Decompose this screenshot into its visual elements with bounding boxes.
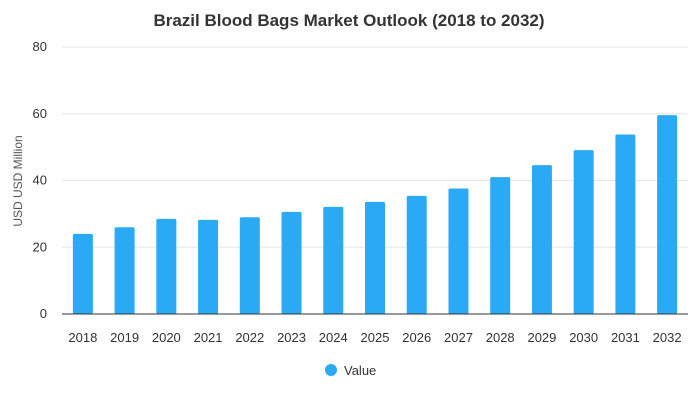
x-tick-label: 2021 [194,330,223,345]
legend[interactable]: Value [325,363,376,378]
x-tick-label: 2028 [486,330,515,345]
bar-2023[interactable] [281,211,302,314]
bar-2027[interactable] [448,188,469,314]
x-tick-label: 2020 [152,330,181,345]
bar-2026[interactable] [406,195,427,314]
x-tick-label: 2032 [653,330,682,345]
x-axis-ticks: 2018 2019 2020 2021 2022 2023 2024 2025 2026 2027… [68,330,681,345]
bar-2029[interactable] [531,165,552,314]
bar-2025[interactable] [365,201,385,314]
x-tick-label: 2023 [277,330,306,345]
chart-title: Brazil Blood Bags Market Outlook (2018 t… [153,11,544,30]
x-tick-label: 2025 [361,330,390,345]
bar-2031[interactable] [615,134,636,314]
x-tick-label: 2031 [611,330,640,345]
x-tick-label: 2024 [319,330,348,345]
bar-2021[interactable] [198,219,219,314]
y-tick-label: 60 [33,106,47,121]
y-tick-label: 20 [33,239,47,254]
y-tick-label: 40 [33,173,47,188]
x-tick-label: 2019 [110,330,139,345]
bar-2018[interactable] [72,233,93,314]
bar-2019[interactable] [114,227,135,314]
x-tick-label: 2029 [527,330,556,345]
bar-2020[interactable] [156,218,177,314]
bar-2024[interactable] [323,206,344,314]
x-tick-label: 2027 [444,330,473,345]
bar-2030[interactable] [573,150,594,314]
bar-2028[interactable] [490,177,511,314]
x-tick-label: 2030 [569,330,598,345]
x-tick-label: 2018 [68,330,97,345]
bar-2032[interactable] [657,115,678,315]
y-tick-label: 0 [40,306,47,321]
legend-label: Value [344,363,376,378]
y-axis-ticks: 0 20 40 60 80 [33,39,47,321]
y-axis-label: USD USD Million [11,135,25,226]
x-tick-label: 2026 [402,330,431,345]
bars [72,115,678,315]
x-tick-label: 2022 [235,330,264,345]
y-tick-label: 80 [33,39,47,54]
legend-marker [325,364,337,376]
bar-2022[interactable] [239,217,260,314]
